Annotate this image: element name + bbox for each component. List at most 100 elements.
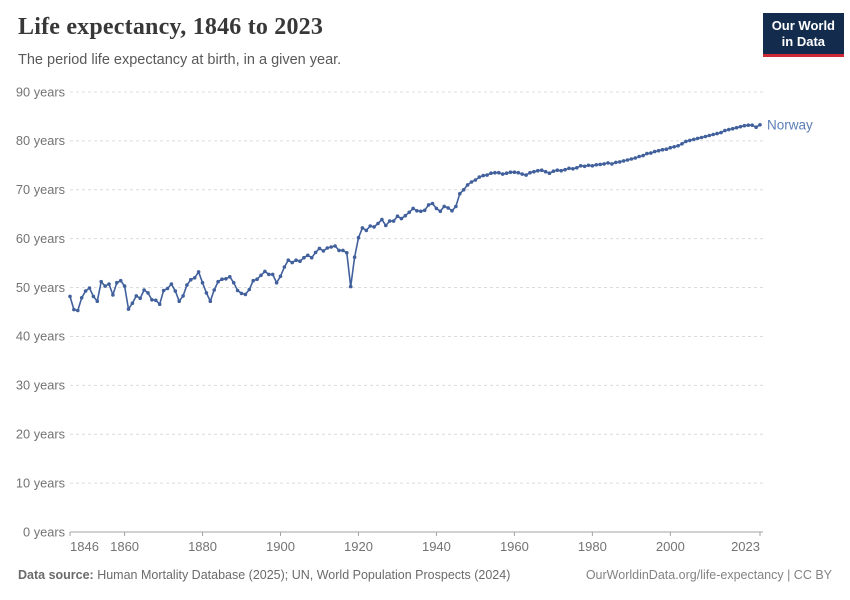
data-point-marker [684,139,688,144]
data-point-marker [317,246,322,251]
data-point-marker [649,151,653,155]
data-point-marker [422,208,427,213]
data-point-marker [485,173,489,177]
data-point-marker [617,160,622,164]
data-point-marker [282,265,287,269]
data-point-marker [598,162,602,167]
data-point-marker [508,170,513,174]
data-point-marker [641,153,645,158]
data-point-marker [251,278,255,283]
data-point-marker [204,291,209,295]
data-point-marker [434,206,439,211]
data-point-marker [294,258,298,263]
data-point-marker [173,289,178,293]
data-point-marker [536,168,540,173]
data-point-marker [500,172,505,176]
data-point-marker [181,294,185,298]
x-tick-label: 1940 [422,539,451,554]
x-tick-label: 1920 [344,539,373,554]
data-point-marker [629,157,634,161]
series-label-norway[interactable]: Norway [767,117,813,132]
data-point-marker [746,123,751,127]
data-point-marker [411,206,415,211]
data-point-marker [571,167,575,171]
x-tick-label: 1880 [188,539,217,554]
data-point-marker [395,214,400,218]
data-point-marker [146,291,150,295]
data-point-marker [345,251,349,255]
credit-link[interactable]: OurWorldinData.org/life-expectancy | CC … [585,568,832,582]
data-point-marker [477,175,482,179]
data-point-marker [274,280,279,285]
data-point-marker [489,171,493,175]
data-point-marker [286,258,291,263]
data-point-marker [95,299,100,304]
data-point-marker [309,255,314,260]
data-point-marker [699,135,704,140]
y-tick-label: 20 years [16,427,65,442]
owid-logo[interactable]: Our World in Data [762,13,844,57]
data-point-marker [543,169,548,174]
data-point-marker [212,288,216,292]
data-point-marker [461,188,466,192]
data-point-marker [220,277,224,282]
data-point-marker [376,221,380,226]
data-source-text: Data source: Human Mortality Database (2… [18,568,510,582]
x-tick-label: 1960 [500,539,529,554]
data-point-marker [715,131,719,136]
x-tick-label: 1846 [70,539,99,554]
data-point-marker [243,292,248,297]
data-point-marker [79,296,84,300]
x-tick-label: 1900 [266,539,295,554]
data-point-marker [656,148,661,153]
data-point-marker [255,277,259,282]
data-point-marker [465,183,470,187]
data-point-marker [352,255,357,259]
data-point-marker [267,272,271,277]
data-point-marker [302,255,306,260]
data-point-marker [668,145,673,150]
data-point-marker [645,151,649,156]
data-point-marker [719,130,723,135]
data-point-marker [185,283,189,287]
series-line-norway[interactable] [69,124,761,312]
data-point-marker [524,173,528,177]
data-point-marker [134,294,139,298]
x-tick-label: 2000 [656,539,685,554]
data-point-marker [458,191,462,196]
data-point-marker [621,159,626,163]
data-point-marker [688,138,692,143]
data-point-marker [403,213,408,218]
data-point-marker [469,180,474,184]
data-point-marker [372,225,376,229]
data-point-marker [680,142,684,146]
chart-subtitle: The period life expectancy at birth, in … [18,52,342,68]
data-point-marker [348,284,353,289]
data-point-marker [341,248,345,253]
data-point-marker [200,280,205,285]
data-point-marker [224,277,228,281]
data-point-marker [602,162,606,166]
data-point-marker [730,126,735,131]
data-point-marker [196,270,201,274]
data-point-marker [216,279,220,284]
data-point-marker [652,149,657,154]
y-tick-label: 10 years [16,475,65,490]
y-tick-label: 60 years [16,231,65,246]
data-point-marker [72,307,76,312]
data-point-marker [528,170,532,175]
y-tick-label: 50 years [16,280,65,295]
data-point-marker [578,164,583,168]
data-source-label: Data source: [18,568,94,582]
data-point-marker [551,169,556,173]
data-point-marker [270,272,275,277]
data-point-marker [130,301,135,306]
data-point-marker [68,294,72,299]
data-point-marker [758,123,762,127]
data-point-marker [590,164,595,168]
data-point-marker [91,294,96,299]
data-point-marker [157,302,162,307]
data-point-marker [454,204,458,209]
data-point-marker [430,201,435,206]
